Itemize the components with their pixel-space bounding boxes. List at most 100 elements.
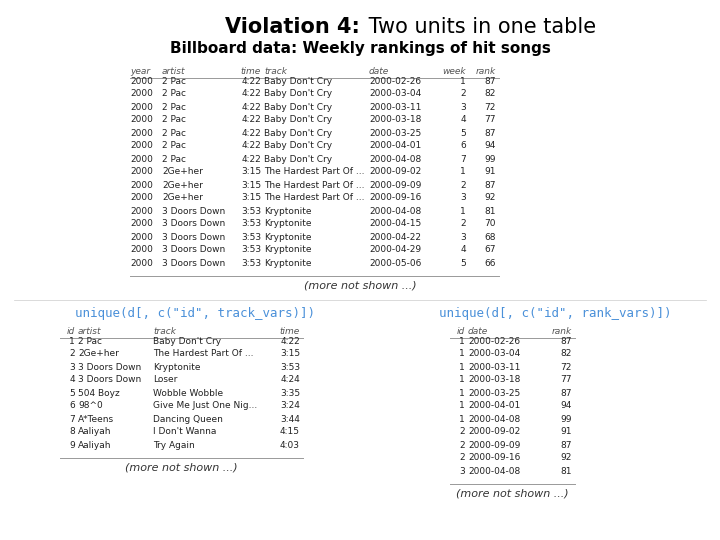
- Text: 91: 91: [485, 167, 496, 177]
- Text: Baby Don't Cry: Baby Don't Cry: [264, 116, 332, 125]
- Text: 3:15: 3:15: [241, 193, 261, 202]
- Text: Baby Don't Cry: Baby Don't Cry: [264, 154, 332, 164]
- Text: 2 Pac: 2 Pac: [78, 336, 102, 346]
- Text: 2: 2: [460, 90, 466, 98]
- Text: 2: 2: [69, 349, 75, 359]
- Text: (more not shown ...): (more not shown ...): [304, 281, 416, 291]
- Text: date: date: [468, 327, 488, 335]
- Text: 77: 77: [560, 375, 572, 384]
- Text: 2 Pac: 2 Pac: [162, 141, 186, 151]
- Text: 98^0: 98^0: [78, 402, 103, 410]
- Text: 4:15: 4:15: [280, 428, 300, 436]
- Text: 2 Pac: 2 Pac: [162, 90, 186, 98]
- Text: The Hardest Part Of ...: The Hardest Part Of ...: [264, 193, 364, 202]
- Text: 4: 4: [460, 116, 466, 125]
- Text: 2000-09-09: 2000-09-09: [369, 180, 421, 190]
- Text: 2Ge+her: 2Ge+her: [78, 349, 119, 359]
- Text: 2000-02-26: 2000-02-26: [369, 77, 421, 85]
- Text: 2 Pac: 2 Pac: [162, 77, 186, 85]
- Text: 3 Doors Down: 3 Doors Down: [162, 246, 225, 254]
- Text: 2000-09-16: 2000-09-16: [369, 193, 421, 202]
- Text: 82: 82: [485, 90, 496, 98]
- Text: 1: 1: [459, 388, 465, 397]
- Text: 1: 1: [459, 349, 465, 359]
- Text: rank: rank: [552, 327, 572, 335]
- Text: 2Ge+her: 2Ge+her: [162, 167, 203, 177]
- Text: 5: 5: [69, 388, 75, 397]
- Text: 2000: 2000: [130, 219, 153, 228]
- Text: Baby Don't Cry: Baby Don't Cry: [264, 90, 332, 98]
- Text: 2000-04-15: 2000-04-15: [369, 219, 421, 228]
- Text: 87: 87: [485, 180, 496, 190]
- Text: 94: 94: [561, 402, 572, 410]
- Text: 2000: 2000: [130, 116, 153, 125]
- Text: 3:44: 3:44: [280, 415, 300, 423]
- Text: 72: 72: [561, 362, 572, 372]
- Text: track: track: [153, 327, 176, 335]
- Text: 2000-04-01: 2000-04-01: [468, 402, 521, 410]
- Text: Loser: Loser: [153, 375, 177, 384]
- Text: 92: 92: [485, 193, 496, 202]
- Text: A*Teens: A*Teens: [78, 415, 114, 423]
- Text: Dancing Queen: Dancing Queen: [153, 415, 223, 423]
- Text: 2000-04-08: 2000-04-08: [369, 154, 421, 164]
- Text: Baby Don't Cry: Baby Don't Cry: [264, 129, 332, 138]
- Text: 2: 2: [459, 441, 465, 449]
- Text: date: date: [369, 66, 390, 76]
- Text: 3 Doors Down: 3 Doors Down: [162, 206, 225, 215]
- Text: 3 Doors Down: 3 Doors Down: [162, 219, 225, 228]
- Text: 1: 1: [459, 402, 465, 410]
- Text: 2: 2: [460, 219, 466, 228]
- Text: 99: 99: [485, 154, 496, 164]
- Text: 2000: 2000: [130, 154, 153, 164]
- Text: 4:22: 4:22: [241, 129, 261, 138]
- Text: 1: 1: [459, 362, 465, 372]
- Text: 99: 99: [560, 415, 572, 423]
- Text: Aaliyah: Aaliyah: [78, 428, 112, 436]
- Text: 2000-04-08: 2000-04-08: [468, 467, 521, 476]
- Text: time: time: [280, 327, 300, 335]
- Text: 2000: 2000: [130, 167, 153, 177]
- Text: 2000-03-04: 2000-03-04: [369, 90, 421, 98]
- Text: 2000-04-08: 2000-04-08: [468, 415, 521, 423]
- Text: 81: 81: [485, 206, 496, 215]
- Text: id: id: [67, 327, 75, 335]
- Text: 2000-03-11: 2000-03-11: [369, 103, 421, 111]
- Text: 87: 87: [485, 129, 496, 138]
- Text: 2000-04-29: 2000-04-29: [369, 246, 421, 254]
- Text: The Hardest Part Of ...: The Hardest Part Of ...: [264, 167, 364, 177]
- Text: 4:22: 4:22: [280, 336, 300, 346]
- Text: 7: 7: [460, 154, 466, 164]
- Text: 2000-09-02: 2000-09-02: [468, 428, 521, 436]
- Text: year: year: [130, 66, 150, 76]
- Text: 4:22: 4:22: [241, 90, 261, 98]
- Text: 2 Pac: 2 Pac: [162, 103, 186, 111]
- Text: 2000-03-11: 2000-03-11: [468, 362, 521, 372]
- Text: 3:15: 3:15: [280, 349, 300, 359]
- Text: 2000-03-25: 2000-03-25: [369, 129, 421, 138]
- Text: 2000-09-02: 2000-09-02: [369, 167, 421, 177]
- Text: 1: 1: [459, 336, 465, 346]
- Text: 2: 2: [459, 454, 465, 462]
- Text: 6: 6: [460, 141, 466, 151]
- Text: 8: 8: [69, 428, 75, 436]
- Text: Kryptonite: Kryptonite: [264, 246, 312, 254]
- Text: Kryptonite: Kryptonite: [264, 259, 312, 267]
- Text: 4:03: 4:03: [280, 441, 300, 449]
- Text: 504 Boyz: 504 Boyz: [78, 388, 120, 397]
- Text: 2000-03-04: 2000-03-04: [468, 349, 521, 359]
- Text: Try Again: Try Again: [153, 441, 194, 449]
- Text: 2000: 2000: [130, 233, 153, 241]
- Text: Baby Don't Cry: Baby Don't Cry: [264, 141, 332, 151]
- Text: 4: 4: [69, 375, 75, 384]
- Text: unique(d[, c("id", rank_vars)]): unique(d[, c("id", rank_vars)]): [438, 307, 671, 321]
- Text: 2000: 2000: [130, 193, 153, 202]
- Text: 3 Doors Down: 3 Doors Down: [162, 233, 225, 241]
- Text: 3:53: 3:53: [241, 246, 261, 254]
- Text: track: track: [264, 66, 287, 76]
- Text: 3:53: 3:53: [241, 219, 261, 228]
- Text: Kryptonite: Kryptonite: [153, 362, 200, 372]
- Text: 2Ge+her: 2Ge+her: [162, 193, 203, 202]
- Text: 9: 9: [69, 441, 75, 449]
- Text: 3:15: 3:15: [241, 180, 261, 190]
